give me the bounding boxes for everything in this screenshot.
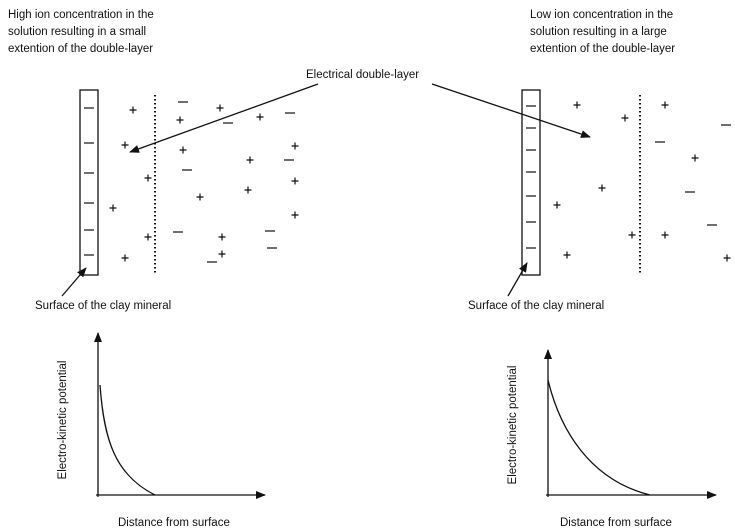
charges [83,101,300,263]
charge [690,153,700,163]
charge [290,176,300,186]
arrow [129,83,319,153]
charge [215,103,225,113]
y-axis-label: Electro-kinetic potential [57,361,69,480]
double-layer-label: Electrical double-layer [306,69,419,81]
charge [143,232,153,242]
charge [195,192,205,202]
charge [128,105,138,115]
charge [722,253,732,263]
charge [290,141,300,151]
charge [120,140,130,150]
potential-curve [547,379,651,496]
charge [660,100,670,110]
charge [620,113,630,123]
arrow [61,267,87,297]
charge [143,173,153,183]
x-axis-label: Distance from surface [118,517,230,529]
surface-label: Surface of the clay mineral [468,300,604,312]
caption-line: solution resulting in a small [8,26,146,38]
charge [245,155,255,165]
charge [255,112,265,122]
potential-curve [99,384,156,496]
charge [290,210,300,220]
arrow [507,262,528,297]
charge [597,183,607,193]
y-axis-label: Electro-kinetic potential [507,366,519,485]
charge [562,250,572,260]
clay-surface [79,89,99,276]
charge [120,253,130,263]
charge [178,145,188,155]
clay-surface [521,89,541,276]
charge [660,230,670,240]
charge [175,115,185,125]
charge [627,230,637,240]
caption-line: extention of the double-layer [8,43,153,55]
charge [552,200,562,210]
x-axis-label: Distance from surface [560,517,672,529]
caption-line: High ion concentration in the [8,9,154,21]
charge [243,185,253,195]
surface-label: Surface of the clay mineral [35,300,171,312]
caption-line: extention of the double-layer [530,43,675,55]
caption-line: Low ion concentration in the [530,9,673,21]
charge [572,100,582,110]
caption-line: solution resulting in a large [530,26,667,38]
arrow [431,83,591,138]
charge [217,249,227,259]
charge [108,203,118,213]
charge [217,232,227,242]
